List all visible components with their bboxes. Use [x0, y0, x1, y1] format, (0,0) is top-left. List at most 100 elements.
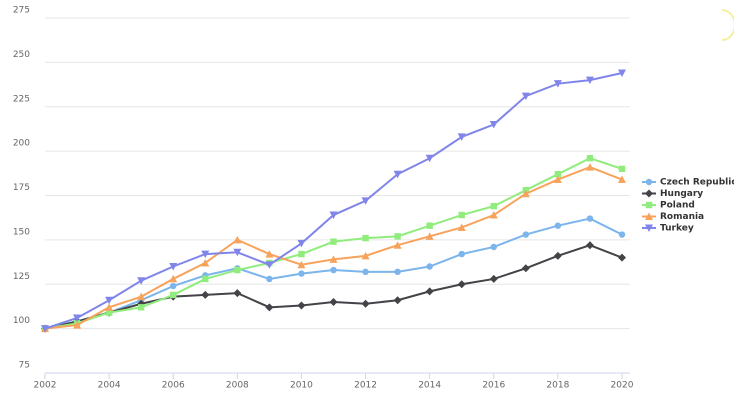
- point: [201, 290, 210, 299]
- point: [265, 250, 274, 258]
- series-line: [44, 217, 623, 330]
- point: [137, 277, 146, 285]
- point: [137, 292, 146, 301]
- y-tick-label: 250: [13, 50, 30, 60]
- point: [393, 241, 402, 249]
- point: [297, 260, 306, 269]
- point: [233, 235, 242, 244]
- x-tick-label: 2008: [226, 381, 249, 391]
- point: [586, 155, 594, 162]
- point: [298, 270, 305, 277]
- point: [458, 250, 465, 258]
- point: [521, 92, 530, 101]
- legend-label: Hungary: [660, 189, 703, 199]
- x-tick-label: 2012: [354, 381, 377, 391]
- point: [458, 211, 465, 219]
- x-tick-label: 2020: [611, 381, 634, 391]
- point: [425, 287, 434, 296]
- legend-marker: [645, 201, 653, 209]
- point: [425, 154, 434, 163]
- point: [297, 239, 306, 248]
- legend-label: Czech Republic: [660, 178, 734, 188]
- point: [137, 304, 145, 311]
- point: [553, 251, 562, 260]
- point: [170, 282, 177, 290]
- point: [553, 175, 562, 184]
- y-tick-label: 200: [13, 139, 30, 149]
- point: [522, 231, 530, 238]
- point: [105, 296, 114, 305]
- point: [233, 248, 242, 257]
- point: [394, 233, 401, 240]
- legend-label: Poland: [660, 201, 695, 211]
- point: [554, 171, 562, 178]
- point: [297, 301, 306, 310]
- point: [266, 275, 273, 283]
- point: [233, 289, 242, 298]
- point: [426, 263, 433, 270]
- x-tick-label: 2014: [418, 381, 441, 391]
- point: [234, 266, 241, 274]
- point: [393, 170, 402, 179]
- y-tick-label: 225: [13, 94, 30, 104]
- point: [265, 261, 274, 269]
- point: [618, 231, 626, 238]
- point: [618, 165, 626, 173]
- point: [202, 275, 209, 283]
- x-tick-label: 2004: [98, 381, 121, 391]
- series-line: [44, 72, 623, 330]
- point: [330, 266, 337, 274]
- legend-marker: [645, 189, 653, 198]
- y-tick-label: 75: [19, 361, 30, 371]
- point: [618, 253, 626, 262]
- point: [362, 268, 369, 276]
- point: [489, 121, 498, 129]
- point: [457, 223, 466, 231]
- legend-marker: [645, 178, 653, 186]
- point: [394, 268, 401, 276]
- point: [457, 280, 466, 289]
- legend-label: Romania: [660, 212, 704, 222]
- point: [170, 291, 177, 299]
- x-tick-label: 2002: [34, 381, 57, 391]
- point: [298, 250, 305, 258]
- y-tick-label: 100: [13, 316, 30, 326]
- y-tick-label: 125: [13, 272, 30, 282]
- y-tick-label: 150: [13, 227, 30, 237]
- point: [105, 303, 114, 311]
- point: [489, 274, 498, 283]
- x-tick-label: 2016: [482, 381, 505, 391]
- point: [585, 163, 594, 171]
- point: [426, 222, 433, 229]
- point: [73, 321, 82, 329]
- point: [169, 274, 178, 283]
- point: [393, 296, 402, 305]
- point: [201, 258, 210, 267]
- point: [169, 263, 178, 271]
- point: [425, 232, 434, 240]
- point: [329, 255, 338, 263]
- legend-label: Turkey: [660, 224, 694, 234]
- point: [521, 189, 530, 198]
- point: [457, 133, 466, 141]
- point: [73, 314, 82, 322]
- point: [361, 251, 370, 260]
- decoration: [721, 9, 734, 41]
- point: [41, 325, 49, 333]
- point: [105, 309, 113, 316]
- legend-marker: [645, 224, 653, 232]
- point: [265, 303, 274, 312]
- y-tick-label: 275: [13, 6, 30, 16]
- point: [585, 76, 594, 85]
- point: [361, 299, 370, 308]
- x-tick-label: 2010: [290, 381, 313, 391]
- point: [489, 211, 498, 219]
- point: [490, 202, 497, 210]
- x-tick-label: 2018: [546, 381, 569, 391]
- point: [329, 298, 338, 306]
- point: [586, 215, 594, 222]
- point: [585, 241, 594, 250]
- point: [201, 250, 210, 259]
- point: [521, 264, 530, 273]
